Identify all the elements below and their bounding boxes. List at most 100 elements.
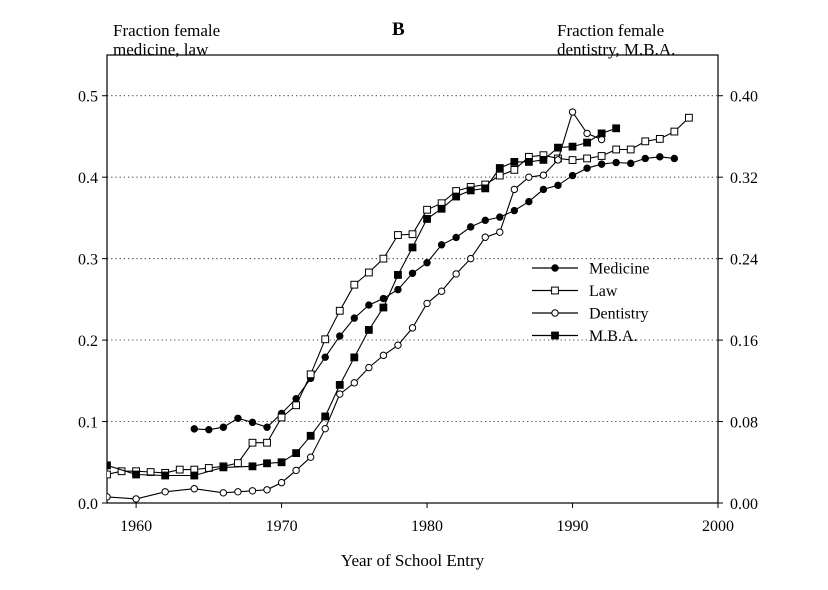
left-axis-title-line-1: Fraction female bbox=[113, 21, 221, 40]
point-law-1975 bbox=[350, 280, 359, 289]
point-law-1994 bbox=[626, 145, 635, 154]
point-m-b-a-1964 bbox=[190, 471, 199, 480]
point-dentistry-1983 bbox=[466, 254, 475, 263]
y-left-tick-label-1: 0.1 bbox=[78, 415, 98, 432]
point-law-1998 bbox=[685, 113, 693, 122]
point-dentistry-1966 bbox=[219, 489, 228, 497]
point-m-b-a-1983 bbox=[466, 186, 475, 195]
point-m-b-a-1976 bbox=[364, 326, 373, 334]
point-law-1986 bbox=[510, 165, 519, 174]
point-dentistry-1981 bbox=[437, 287, 446, 295]
point-medicine-1965 bbox=[205, 425, 213, 434]
point-m-b-a-1978 bbox=[394, 271, 402, 279]
x-tick-label-4: 2000 bbox=[702, 518, 734, 535]
x-tick-label-2: 1980 bbox=[411, 518, 443, 535]
series-medicine bbox=[190, 153, 679, 434]
point-m-b-a-1972 bbox=[306, 431, 315, 440]
point-law-1970 bbox=[277, 413, 286, 422]
point-medicine-1985 bbox=[496, 213, 504, 221]
panel-label: B bbox=[392, 19, 405, 40]
plot-frame bbox=[106, 54, 719, 504]
point-dentistry-1964 bbox=[190, 485, 198, 493]
y-left-tick-label-5: 0.5 bbox=[78, 89, 98, 106]
right-axis-title: Fraction female dentistry, M.B.A. bbox=[557, 21, 675, 59]
point-m-b-a-1962 bbox=[161, 471, 170, 480]
point-m-b-a-1985 bbox=[495, 164, 504, 172]
point-medicine-1984 bbox=[481, 216, 489, 225]
point-dentistry-1978 bbox=[394, 341, 402, 349]
point-m-b-a-1989 bbox=[554, 143, 562, 152]
point-medicine-1977 bbox=[379, 294, 388, 303]
point-m-b-a-1977 bbox=[379, 303, 388, 312]
point-dentistry-1970 bbox=[277, 478, 286, 487]
point-dentistry-1982 bbox=[452, 270, 460, 278]
x-tick-label-0: 1960 bbox=[120, 518, 152, 535]
point-medicine-1975 bbox=[350, 314, 359, 322]
point-dentistry-1991 bbox=[583, 129, 591, 138]
point-dentistry-1975 bbox=[350, 379, 359, 387]
point-dentistry-1979 bbox=[408, 324, 417, 332]
legend-label-law: Law bbox=[589, 283, 618, 300]
point-dentistry-1984 bbox=[481, 233, 489, 241]
point-m-b-a-1990 bbox=[568, 142, 577, 151]
point-dentistry-1972 bbox=[306, 453, 315, 461]
point-medicine-1979 bbox=[408, 269, 417, 277]
point-medicine-1981 bbox=[437, 241, 446, 249]
point-medicine-1964 bbox=[190, 425, 198, 433]
point-m-b-a-1971 bbox=[292, 449, 301, 458]
point-m-b-a-1974 bbox=[335, 380, 344, 389]
point-medicine-1976 bbox=[365, 301, 373, 309]
point-medicine-1994 bbox=[627, 159, 635, 168]
y-right-tick-label-0: 0.00 bbox=[730, 496, 758, 513]
right-axis-title-line-1: Fraction female bbox=[557, 21, 665, 40]
point-m-b-a-1986 bbox=[510, 158, 519, 166]
point-law-1967 bbox=[234, 459, 242, 467]
point-medicine-1969 bbox=[263, 423, 271, 431]
left-axis-title-line-2: medicine, law bbox=[113, 40, 209, 59]
x-axis-label: Year of School Entry bbox=[341, 551, 485, 570]
point-law-1976 bbox=[364, 268, 373, 277]
legend-label-dentistry: Dentistry bbox=[589, 306, 649, 323]
series-line-dentistry bbox=[107, 110, 602, 500]
point-dentistry-1967 bbox=[234, 488, 242, 496]
point-law-1971 bbox=[292, 401, 301, 410]
point-law-1995 bbox=[641, 137, 650, 146]
point-dentistry-1960 bbox=[132, 495, 140, 503]
point-dentistry-1988 bbox=[539, 171, 548, 179]
point-m-b-a-1993 bbox=[612, 124, 621, 133]
point-medicine-1991 bbox=[583, 164, 591, 172]
series-m-b-a bbox=[107, 124, 621, 480]
point-law-1990 bbox=[568, 156, 577, 164]
point-m-b-a-1958 bbox=[107, 461, 111, 470]
point-medicine-1993 bbox=[612, 158, 620, 167]
point-m-b-a-1968 bbox=[248, 462, 257, 471]
point-law-1980 bbox=[423, 205, 431, 214]
point-law-1972 bbox=[306, 370, 315, 379]
point-dentistry-1974 bbox=[336, 390, 344, 398]
y-right-tick-label-4: 0.32 bbox=[730, 170, 758, 187]
point-medicine-1973 bbox=[321, 353, 329, 361]
point-dentistry-1958 bbox=[107, 493, 111, 501]
point-dentistry-1969 bbox=[263, 486, 271, 494]
point-dentistry-1980 bbox=[423, 299, 431, 308]
point-dentistry-1986 bbox=[510, 185, 519, 194]
point-m-b-a-1966 bbox=[219, 463, 228, 472]
point-law-1985 bbox=[495, 171, 504, 180]
series-line-medicine bbox=[194, 156, 675, 431]
point-dentistry-1968 bbox=[248, 487, 257, 495]
point-law-1968 bbox=[248, 438, 257, 447]
point-medicine-1988 bbox=[539, 185, 548, 194]
point-medicine-1978 bbox=[394, 285, 402, 294]
legend-marker-law bbox=[551, 286, 559, 295]
point-m-b-a-1982 bbox=[452, 192, 461, 201]
point-m-b-a-1991 bbox=[583, 138, 591, 147]
point-law-1996 bbox=[655, 134, 664, 143]
y-left-tick-label-2: 0.2 bbox=[78, 333, 98, 350]
y-right-tick-label-3: 0.24 bbox=[730, 252, 758, 269]
point-law-1963 bbox=[175, 465, 184, 474]
point-m-b-a-1973 bbox=[321, 412, 330, 421]
point-medicine-1968 bbox=[248, 418, 257, 427]
left-axis-title: Fraction female medicine, law bbox=[113, 21, 220, 59]
point-law-1991 bbox=[583, 154, 591, 163]
